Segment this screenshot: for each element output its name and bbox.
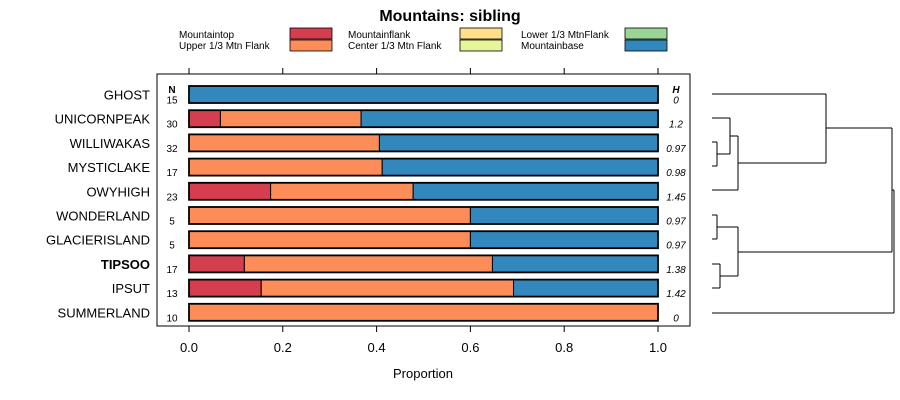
bar-segment — [188, 158, 383, 177]
legend-label: Mountaintop — [179, 30, 234, 41]
legend-swatch — [459, 27, 503, 40]
bar-segment — [469, 230, 659, 249]
h-value: 1.38 — [666, 265, 686, 276]
bar-segment — [260, 279, 515, 298]
bar-segment — [381, 158, 659, 177]
n-value: 15 — [166, 96, 178, 107]
n-value: 23 — [166, 192, 178, 203]
legend-label: Center 1/3 Mtn Flank — [348, 41, 442, 52]
category-label: WILLIWAKAS — [70, 136, 151, 151]
bar-segment — [188, 230, 471, 249]
x-axis: 0.0 0.2 0.4 0.6 0.8 1.0 — [180, 68, 667, 355]
n-column-header: N — [168, 85, 175, 96]
x-tick-label: 0.8 — [555, 340, 573, 355]
n-value: 17 — [166, 168, 178, 179]
dendrogram — [712, 93, 895, 314]
x-tick-label: 0.0 — [180, 340, 198, 355]
legend-swatch — [624, 39, 668, 52]
h-value: 0.98 — [666, 168, 686, 179]
bar-outline — [188, 230, 659, 250]
n-value: 30 — [166, 120, 178, 131]
category-label: TIPSOO — [101, 257, 150, 272]
bar-segment — [412, 182, 659, 201]
bar-segment — [469, 206, 659, 225]
category-label: OWYHIGH — [86, 184, 150, 199]
category-label: MYSTICLAKE — [68, 160, 151, 175]
category-label: WONDERLAND — [56, 209, 150, 224]
bar-segment — [270, 182, 414, 201]
category-label: IPSUT — [112, 281, 150, 296]
x-tick-label: 1.0 — [649, 340, 667, 355]
bar-segment — [513, 279, 659, 298]
category-label: SUMMERLAND — [58, 305, 150, 320]
category-label: GLACIERISLAND — [46, 233, 150, 248]
h-value: 0.97 — [666, 217, 686, 228]
legend-swatch — [624, 27, 668, 40]
n-value: 5 — [169, 241, 175, 252]
bar-outline — [188, 109, 659, 129]
h-value: 0 — [673, 96, 679, 107]
bar-segment — [188, 254, 245, 273]
chart-title: Mountains: sibling — [379, 8, 520, 25]
bar-outline — [188, 302, 659, 322]
h-value: 0.97 — [666, 144, 686, 155]
legend-label: Mountainflank — [348, 30, 411, 41]
bar-outline — [188, 85, 659, 104]
h-value: 0 — [673, 313, 679, 324]
n-value: 13 — [166, 289, 178, 300]
h-value: 1.45 — [666, 192, 686, 203]
category-label: UNICORNPEAK — [55, 112, 151, 127]
bar-segment — [188, 85, 659, 104]
plot-frame — [156, 73, 691, 327]
category-label: GHOST — [104, 88, 150, 103]
bar-segment — [188, 303, 659, 322]
legend-swatch — [289, 39, 333, 52]
bar-outline — [188, 181, 659, 201]
bar-segment — [243, 254, 493, 273]
x-axis-title: Proportion — [393, 366, 453, 381]
bar-outline — [188, 157, 659, 177]
bar-outline — [188, 278, 659, 298]
h-value: 1.42 — [666, 289, 686, 300]
legend-label: Mountainbase — [521, 41, 584, 52]
bar-segment — [188, 182, 272, 201]
n-value: 5 — [169, 217, 175, 228]
bar-segment — [188, 133, 380, 152]
legend-label: Upper 1/3 Mtn Flank — [179, 41, 271, 52]
n-value: 10 — [166, 313, 178, 324]
bar-outline — [188, 133, 659, 153]
x-tick-label: 0.2 — [274, 340, 292, 355]
bar-outline — [188, 206, 659, 225]
bar-segment — [188, 279, 262, 298]
n-value: 32 — [166, 144, 178, 155]
h-value: 1.2 — [669, 120, 683, 131]
n-value: 17 — [166, 265, 178, 276]
bar-area: GHOST 15 0 UNICORNPEAK 30 1.2 WILLIWAKAS 32 0.97… — [46, 85, 686, 324]
bar-segment — [188, 206, 471, 225]
h-value: 0.97 — [666, 241, 686, 252]
x-tick-label: 0.4 — [368, 340, 386, 355]
legend-label: Lower 1/3 MtnFlank — [521, 30, 610, 41]
bar-segment — [378, 133, 659, 152]
h-column-header: H — [672, 85, 680, 96]
bar-segment — [188, 109, 221, 128]
legend-swatch — [459, 39, 503, 52]
legend-swatch — [289, 27, 333, 40]
bar-segment — [219, 109, 362, 128]
bar-outline — [188, 254, 659, 274]
x-tick-label: 0.6 — [461, 340, 479, 355]
bar-segment — [360, 109, 659, 128]
bar-segment — [491, 254, 659, 273]
